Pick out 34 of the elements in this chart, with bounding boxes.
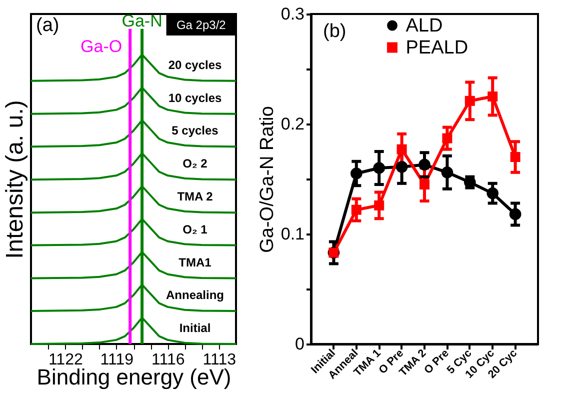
text: Ga 2p3/2 [176,18,226,32]
point [486,187,499,200]
point [373,162,386,174]
y-axis-title: Intensity (a. u.) [2,100,28,259]
y-tick-label: 0.1 [280,224,304,244]
point [350,168,362,180]
point [464,96,475,106]
legend-label: ALD [406,16,443,36]
series-label: O₂ 2 [182,156,208,171]
series-label: 5 cycles [172,124,219,138]
annotation: (b) [323,21,346,42]
y-tick-label: 0 [295,334,304,354]
legend-label: PEALD [406,38,468,58]
y-tick-label: 0.3 [280,4,304,24]
ref-line-label: Ga-N [122,11,162,30]
point [420,180,430,190]
ref-line-label: Ga-O [80,37,122,56]
series-label: TMA1 [178,255,212,270]
text: (a) [36,15,60,36]
series-label: O₂ 1 [182,222,208,236]
series-label: Initial [179,321,211,335]
series-label: Annealing [166,288,224,302]
y-axis-title: Ga-O/Ga-N Ratio [256,106,278,253]
series-label: 10 cycles [168,90,222,105]
point [509,208,522,220]
point [374,200,384,210]
series-label: TMA 2 [177,190,214,204]
series-label: 20 cycles [168,58,222,72]
point [351,204,362,215]
y-tick-label: 0.2 [280,114,304,134]
point [510,152,520,162]
point [442,133,452,144]
point [441,166,454,178]
point [488,92,498,102]
